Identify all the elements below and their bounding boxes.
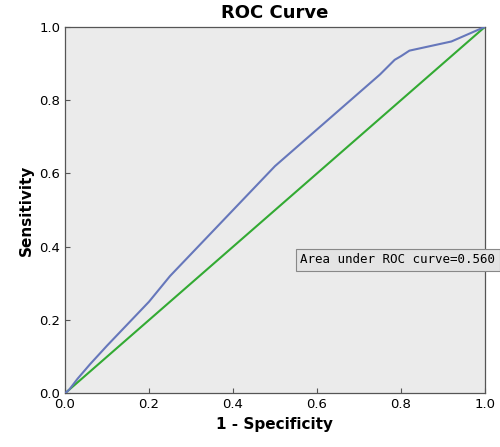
- Y-axis label: Sensitivity: Sensitivity: [18, 164, 34, 256]
- Title: ROC Curve: ROC Curve: [222, 4, 328, 22]
- X-axis label: 1 - Specificity: 1 - Specificity: [216, 417, 334, 432]
- Text: Area under ROC curve=0.560: Area under ROC curve=0.560: [300, 253, 495, 266]
